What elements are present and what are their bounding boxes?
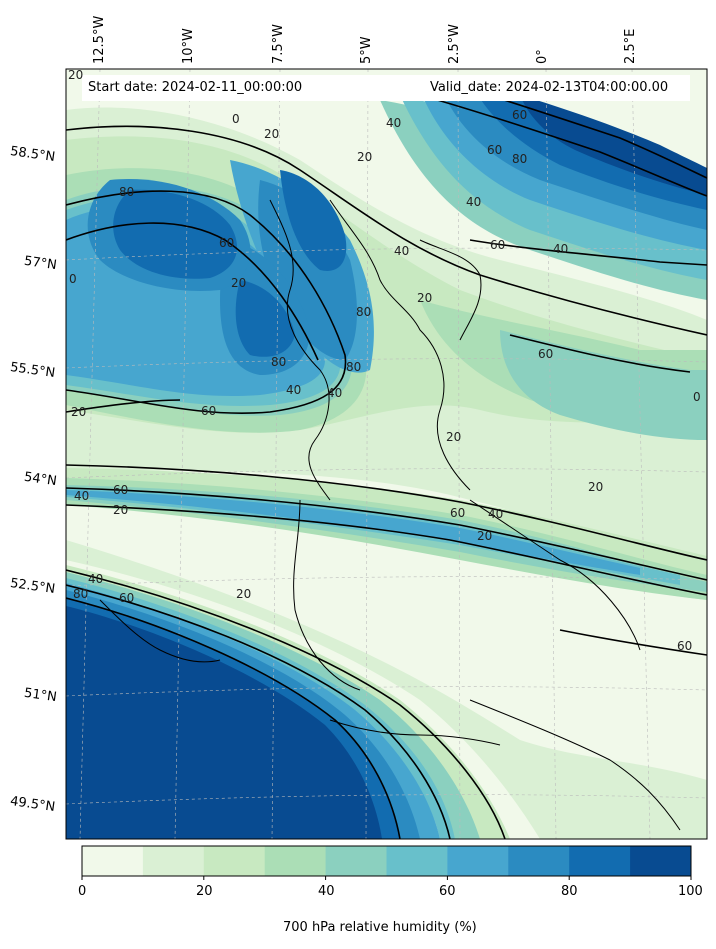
humidity-band-90-100: [66, 606, 382, 839]
colorbar-tick-100: 100: [678, 884, 703, 899]
colorbar-swatch: [82, 846, 144, 876]
contour-label: 60: [512, 108, 528, 122]
contour-label: 60: [487, 143, 503, 157]
contour-label: 20: [113, 503, 129, 517]
lon-label-7-5w: 7.5°W: [271, 23, 286, 64]
contour-label: 60: [119, 591, 135, 605]
contour-label: 40: [386, 116, 402, 130]
contour-label: 0: [232, 112, 240, 126]
contour-label: 20: [236, 587, 252, 601]
humidity-band-70-80: [258, 180, 357, 360]
colorbar-swatch: [447, 846, 509, 876]
contour-label: 0: [69, 272, 77, 286]
colorbar-swatch: [386, 846, 448, 876]
contour-label: 80: [271, 355, 287, 369]
contour-label: 20: [446, 430, 462, 444]
contour-label: 60: [538, 347, 554, 361]
contour-label: 20: [68, 68, 84, 82]
lon-label-5w: 5°W: [359, 36, 374, 64]
contour-label: 40: [327, 386, 343, 400]
colorbar-tick-0: 0: [78, 884, 87, 899]
contour-label: 40: [394, 244, 410, 258]
contour-label: 40: [553, 242, 569, 256]
colorbar-tick-80: 80: [561, 884, 578, 899]
colorbar-tick-60: 60: [439, 884, 456, 899]
colorbar-swatch: [569, 846, 631, 876]
lon-label-2-5e: 2.5°E: [623, 28, 638, 64]
valid-date-label: Valid_date: 2024-02-13T04:00:00.00: [430, 80, 669, 95]
contour-label: 80: [512, 152, 528, 166]
header-background: [82, 75, 690, 101]
colorbar-swatch: [264, 846, 327, 876]
colorbar-swatch: [630, 846, 692, 876]
contour-label: 20: [588, 480, 604, 494]
contour-label: 20: [357, 150, 373, 164]
colorbar-tick-40: 40: [318, 884, 335, 899]
contour-label: 60: [113, 483, 129, 497]
contour-label: 60: [201, 404, 217, 418]
contour-lines: [66, 79, 707, 839]
contour-label: 20: [71, 405, 87, 419]
contour-label: 80: [73, 587, 89, 601]
colorbar-tick-20: 20: [196, 884, 213, 899]
humidity-band-80-90: [113, 189, 238, 279]
colorbar: [81, 845, 692, 880]
coastlines: [99, 199, 681, 831]
contour-label: 40: [88, 572, 104, 586]
contour-label: 0: [693, 390, 701, 404]
start-date-label: Start date: 2024-02-11_00:00:00: [88, 80, 303, 95]
colorbar-swatch: [142, 846, 205, 876]
contour-label: 80: [356, 305, 372, 319]
lon-label-2-5w: 2.5°W: [447, 23, 462, 64]
contour-label: 20: [264, 127, 280, 141]
map-area: [66, 69, 707, 839]
contour-label: 40: [74, 489, 90, 503]
contour-label: 20: [417, 291, 433, 305]
map-frame: [65, 68, 708, 840]
lon-label-10w: 10°W: [181, 28, 196, 64]
contour-label: 40: [488, 507, 504, 521]
humidity-band-80-90-c: [235, 280, 295, 357]
colorbar-swatch: [508, 846, 570, 876]
contour-label: 60: [450, 506, 466, 520]
humidity-band-80-90-b: [280, 170, 347, 271]
colorbar-swatch: [325, 846, 387, 876]
graticule: [66, 69, 707, 839]
contour-label: 20: [477, 529, 493, 543]
contour-label: 80: [346, 360, 362, 374]
contour-label: 80: [119, 185, 135, 199]
colorbar-title: 700 hPa relative humidity (%): [283, 920, 477, 935]
colorbar-swatch: [203, 846, 266, 876]
lon-label-12-5w: 12.5°W: [92, 15, 107, 64]
contour-label: 60: [490, 238, 506, 252]
humidity-band-10-20-south: [66, 540, 707, 839]
humidity-band-40-50-c: [500, 330, 707, 440]
contour-label: 60: [677, 639, 693, 653]
lon-label-0: 0°: [535, 49, 550, 64]
contour-label: 60: [219, 236, 235, 250]
contour-label: 20: [231, 276, 247, 290]
humidity-band-60-70-d: [66, 490, 640, 575]
contour-label: 40: [286, 383, 302, 397]
contour-label: 40: [466, 195, 482, 209]
colorbar-frame: [81, 845, 692, 877]
